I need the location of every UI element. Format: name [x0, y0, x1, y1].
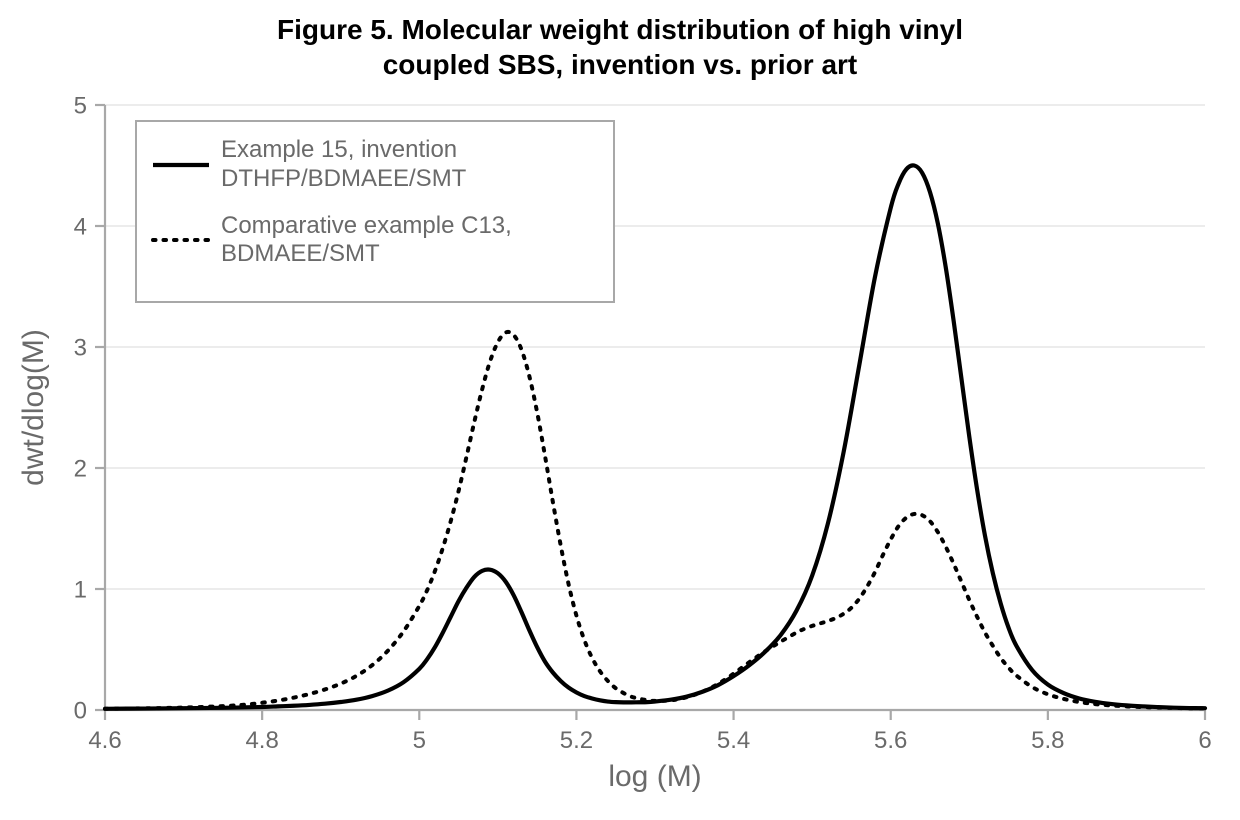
- x-tick-label: 5.6: [874, 727, 907, 754]
- legend-swatch: [151, 229, 211, 251]
- y-tick-label: 5: [74, 92, 87, 119]
- legend: Example 15, invention DTHFP/BDMAEE/SMT Co…: [135, 120, 615, 303]
- x-tick-label: 4.6: [88, 727, 121, 754]
- chart-container: Figure 5. Molecular weight distribution …: [0, 0, 1240, 820]
- legend-label: Example 15, invention DTHFP/BDMAEE/SMT: [221, 136, 466, 194]
- x-tick-label: 4.8: [245, 727, 278, 754]
- legend-label: Comparative example C13, BDMAEE/SMT: [221, 212, 512, 270]
- y-tick-label: 4: [74, 213, 87, 240]
- x-tick-label: 5.2: [560, 727, 593, 754]
- x-tick-label: 5.8: [1031, 727, 1064, 754]
- series-dotted: [105, 332, 1205, 709]
- legend-item: Comparative example C13, BDMAEE/SMT: [151, 212, 599, 270]
- x-axis-title: log (M): [608, 760, 701, 793]
- y-tick-label: 3: [74, 334, 87, 361]
- x-tick-label: 6: [1198, 727, 1211, 754]
- y-tick-label: 1: [74, 576, 87, 603]
- x-tick-label: 5: [413, 727, 426, 754]
- x-tick-label: 5.4: [717, 727, 750, 754]
- y-tick-label: 0: [74, 697, 87, 724]
- legend-swatch: [151, 154, 211, 176]
- y-axis-title: dwt/dlog(M): [17, 329, 50, 486]
- legend-item: Example 15, invention DTHFP/BDMAEE/SMT: [151, 136, 599, 194]
- y-tick-label: 2: [74, 455, 87, 482]
